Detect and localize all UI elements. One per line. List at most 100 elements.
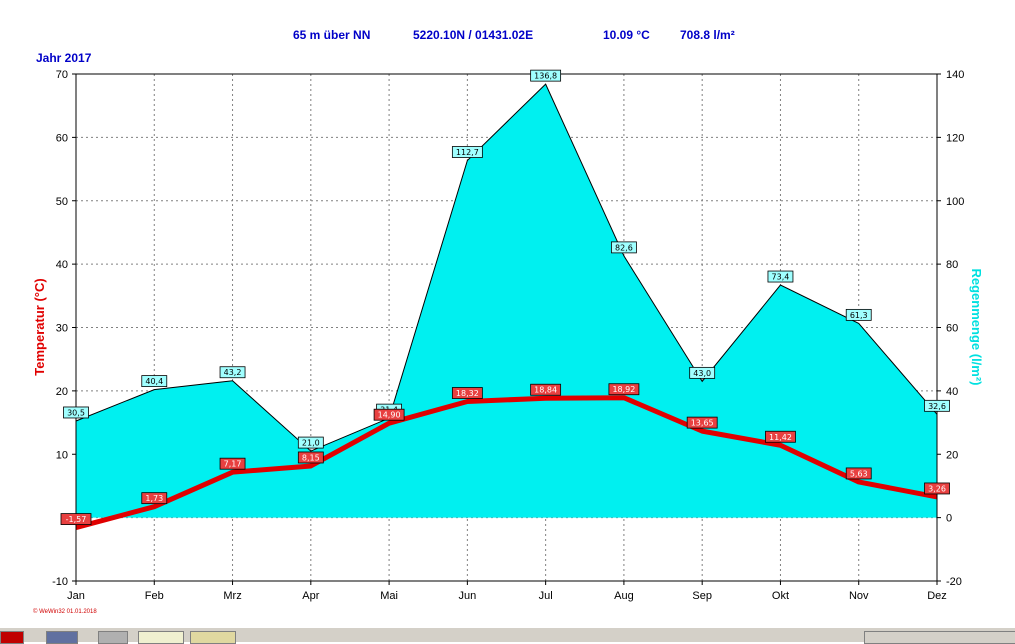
rain-label-2-text: 43,2 [224,368,242,377]
temp-label-4: 14,90 [373,408,405,421]
rain-label-11: 32,6 [924,399,950,412]
temp-label-4-text: 14,90 [378,411,401,420]
right-tick-label-0: -20 [946,576,962,588]
x-tick-label-3: Apr [302,590,319,602]
temp-label-6: 18,84 [530,383,562,396]
left-tick-label-7: 60 [56,132,68,144]
x-tick-label-11: Dez [927,590,947,602]
temperature-polyline [75,395,938,530]
temp-label-4-box [373,408,405,421]
right-tick-label-4: 60 [946,323,958,335]
temp-label-10-text: 5,63 [850,469,868,478]
mean-temperature-text: 10.09 °C [603,28,650,42]
rain-label-5-box [451,146,483,158]
temp-label-6-text: 18,84 [534,386,557,395]
x-tick-label-10: Nov [849,590,869,602]
rain-area-outline [75,83,938,452]
temp-label-8-text: 13,65 [691,419,714,428]
rain-label-2-box [219,366,246,379]
x-tick-label-1: Feb [145,590,164,602]
temp-label-2-text: 7,17 [224,460,242,469]
temp-label-11: 3,26 [924,482,950,495]
rain-label-11-box [924,399,950,412]
x-tick-label-5: Jun [458,590,476,602]
temp-label-5-box [451,387,483,399]
rain-label-1-box [141,375,168,388]
temp-label-7-text: 18,92 [612,385,635,394]
temp-label-1-box [141,492,168,505]
temp-label-5: 18,32 [451,387,483,399]
x-tick-label-8: Sep [692,590,712,602]
x-tick-label-4: Mai [380,590,398,602]
rain-area-fill [76,84,937,518]
folder-icon[interactable] [46,631,78,644]
elevation-text: 65 m über NN [293,28,370,42]
temp-label-1: 1,73 [141,492,168,505]
temp-label-0: -1,57 [60,513,92,525]
temp-label-10-box [845,467,872,480]
taskbar [0,627,1015,644]
x-tick-label-0: Jan [67,590,85,602]
rain-label-0-box [63,406,89,419]
coordinates-text: 5220.10N / 01431.02E [413,28,533,42]
data-labels: 30,540,443,221,031,4112,7136,882,643,073… [60,69,950,525]
temp-label-0-text: -1,57 [66,515,87,524]
rain-label-8: 43,0 [689,366,716,379]
temp-label-2: 7,17 [219,457,246,470]
x-tick-label-9: Okt [772,590,789,602]
rain-label-6-box [530,69,562,82]
rain-label-7-box [611,241,637,254]
rain-label-6: 136,8 [530,69,562,82]
temp-label-9-box [765,430,796,443]
rain-label-0-text: 30,5 [67,408,85,417]
rain-label-8-box [689,366,716,379]
temp-label-9-text: 11,42 [769,433,792,442]
right-tick-label-3: 40 [946,386,958,398]
temp-label-5-text: 18,32 [456,389,479,398]
left-tick-label-4: 30 [56,323,68,335]
left-tick-label-5: 40 [56,259,68,271]
temp-label-11-text: 3,26 [928,484,946,493]
temp-label-7-box [608,383,640,396]
status-panel [864,631,1015,644]
weather-icon[interactable] [138,631,184,644]
y-axis-left-label: Temperatur (°C) [32,278,47,375]
x-tick-label-2: Mrz [223,590,241,602]
rain-label-3: 21,0 [297,436,324,449]
temp-label-6-box [530,383,562,396]
left-tick-label-6: 50 [56,196,68,208]
temp-label-1-text: 1,73 [145,494,163,503]
rain-label-5-text: 112,7 [456,148,479,157]
left-tick-label-2: 10 [56,449,68,461]
climate-chart: 65 m über NN 5220.10N / 01431.02E 10.09 … [32,28,984,615]
temp-label-3-text: 8,15 [302,453,320,462]
rain-label-10: 61,3 [845,308,872,321]
credit-text: © WeWin32 01.01.2018 [33,608,97,615]
document-icon[interactable] [190,631,236,644]
rain-label-1: 40,4 [141,375,168,388]
app-icon[interactable] [0,631,24,644]
rain-label-10-box [845,308,872,321]
rain-label-5: 112,7 [451,146,483,158]
right-tick-label-5: 80 [946,259,958,271]
rain-sum-text: 708.8 l/m² [680,28,735,42]
temp-label-10: 5,63 [845,467,872,480]
rain-label-9-text: 73,4 [772,273,790,282]
gear-icon[interactable] [98,631,128,644]
temp-label-7: 18,92 [608,383,640,396]
year-label: Jahr 2017 [36,51,92,65]
right-tick-label-7: 120 [946,132,964,144]
right-tick-label-1: 0 [946,513,952,525]
left-tick-label-0: -10 [52,576,68,588]
x-tick-label-7: Aug [614,590,634,602]
rain-label-10-text: 61,3 [850,311,868,320]
left-tick-label-8: 70 [56,69,68,81]
right-tick-label-8: 140 [946,69,964,81]
temp-label-8: 13,65 [686,416,718,429]
temp-label-8-box [686,416,718,429]
rain-label-2: 43,2 [219,366,246,379]
rain-label-7: 82,6 [611,241,637,254]
left-tick-label-3: 20 [56,386,68,398]
rain-label-9: 73,4 [767,270,794,283]
rain-label-1-text: 40,4 [145,377,163,386]
